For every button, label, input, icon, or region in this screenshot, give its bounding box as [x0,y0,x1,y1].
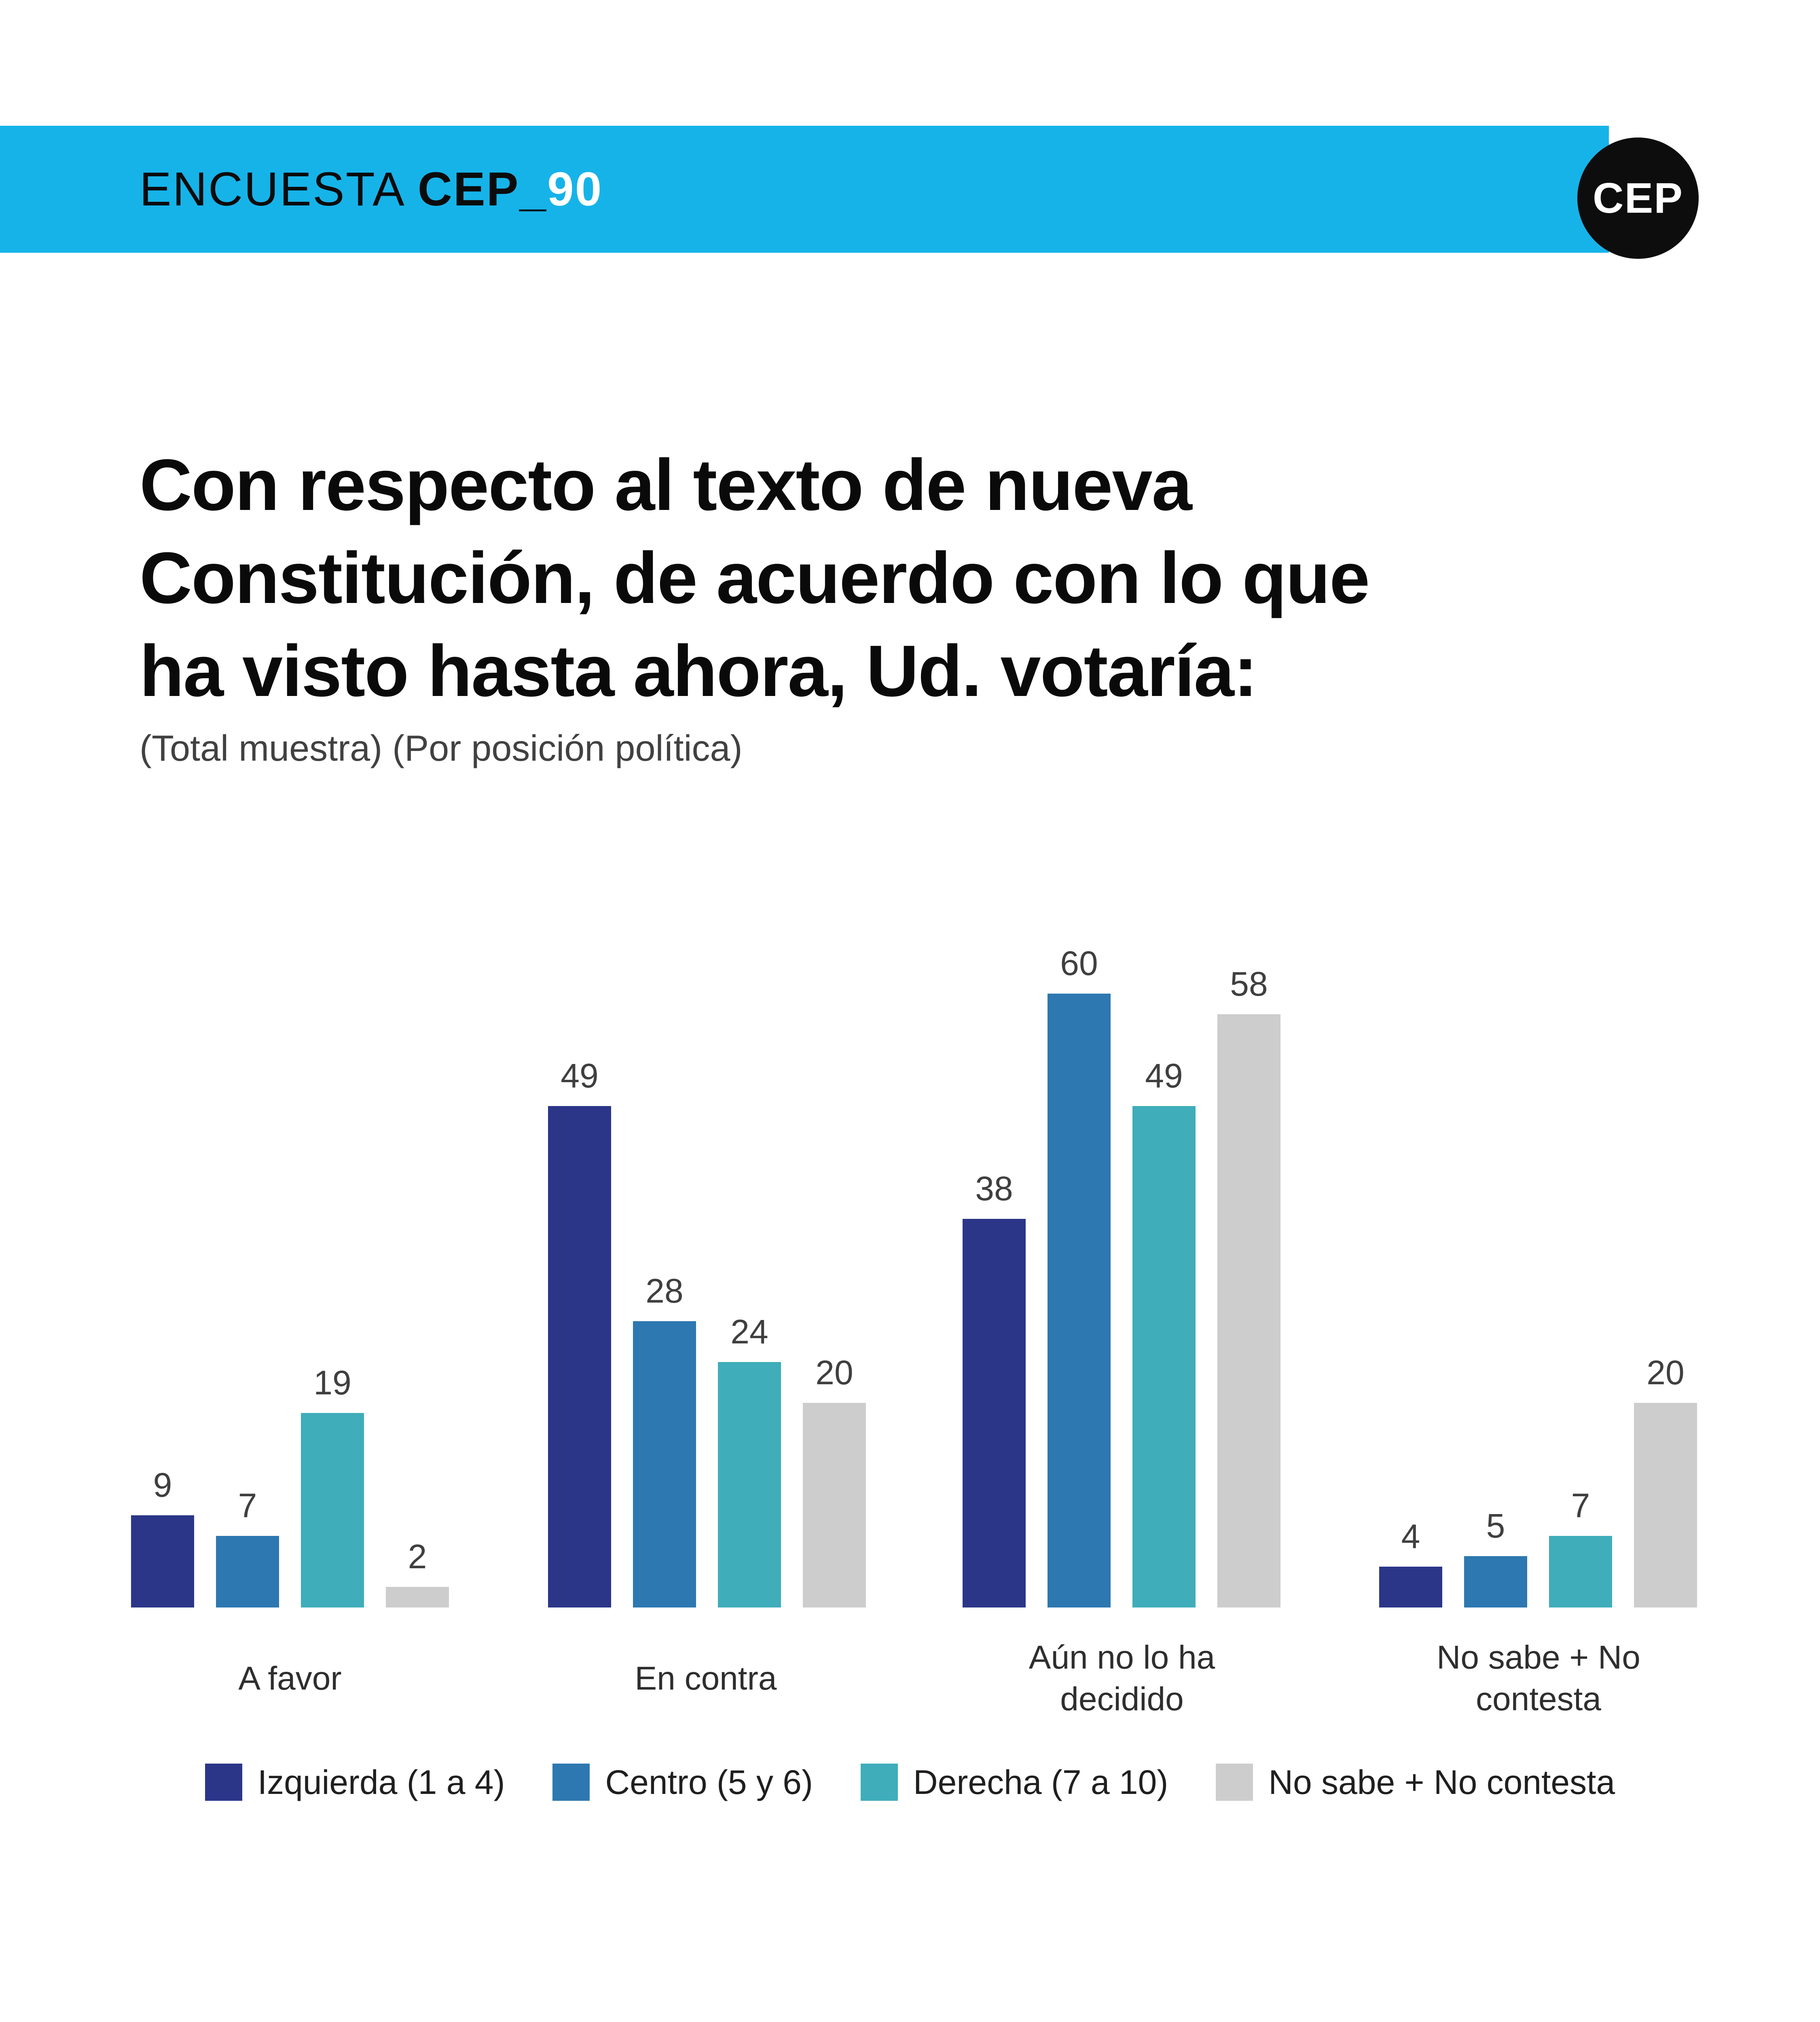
bar [386,1587,449,1607]
legend-label: Derecha (7 a 10) [913,1763,1168,1801]
bar-column: 60 [1048,944,1111,1607]
bar-value-label: 7 [238,1487,257,1525]
bar-column: 7 [1549,1486,1612,1607]
bar-column: 20 [803,1353,866,1607]
bar-column: 38 [963,1169,1026,1607]
bar-value-label: 4 [1401,1517,1420,1555]
bar-group: 9 7 19 2 [131,1363,449,1607]
bar-value-label: 19 [313,1364,351,1402]
legend-item: Izquierda (1 a 4) [205,1763,505,1802]
bar-value-label: 49 [1145,1057,1183,1095]
bar-column: 24 [718,1312,781,1607]
legend: Izquierda (1 a 4) Centro (5 y 6) Derecha (… [0,1760,1820,1804]
bar-column: 2 [386,1537,449,1607]
bar-value-label: 5 [1486,1507,1505,1545]
legend-label: No sabe + No contesta [1268,1763,1615,1801]
bar [216,1536,279,1607]
legend-item: No sabe + No contesta [1216,1763,1615,1802]
bar [1132,1106,1196,1607]
brand-text: ENCUESTA CEP_90 [140,162,603,217]
legend-label: Izquierda (1 a 4) [257,1763,505,1801]
bar-value-label: 58 [1230,965,1268,1003]
brand-light: ENCUESTA [140,163,406,216]
bar-column: 58 [1217,964,1280,1607]
cep-logo: CEP [1577,137,1699,259]
bar-column: 4 [1379,1517,1442,1607]
legend-label: Centro (5 y 6) [605,1763,813,1801]
bar-column: 28 [633,1271,696,1607]
category-label: En contra [635,1660,777,1697]
brand-number: 90 [547,163,603,216]
bar-group: 4 5 7 20 [1379,1353,1697,1607]
bar-value-label: 49 [561,1057,599,1095]
category-label: Aún no lo ha decidido [1029,1639,1215,1717]
bar-group: 38 60 49 58 [963,944,1280,1607]
bar-group: 49 28 24 20 [548,1056,866,1607]
bar-column: 7 [216,1486,279,1607]
bar [1048,994,1111,1607]
bar-value-label: 28 [645,1272,684,1310]
bar-value-label: 20 [815,1354,853,1392]
bar-column: 49 [548,1056,611,1607]
legend-swatch [205,1764,242,1801]
brand-bold: CEP_ [417,163,548,216]
legend-swatch [861,1764,898,1801]
page-subtitle: (Total muestra) (Por posición política) [140,728,743,769]
bar-column: 9 [131,1466,194,1607]
bar-column: 49 [1132,1056,1196,1607]
page-title-line-3: ha visto hasta ahora, Ud. votaría: [140,630,1258,712]
page-title-line-1: Con respecto al texto de nueva [140,444,1192,526]
plot-area: 9 7 19 2 49 28 24 20 38 60 49 58 4 5 7 20 [0,922,1820,1607]
bar [718,1362,781,1607]
bar [1549,1536,1612,1607]
bar [963,1219,1026,1607]
cep-logo-text: CEP [1593,174,1683,222]
bar-value-label: 20 [1646,1354,1685,1392]
bar-value-label: 7 [1571,1487,1590,1525]
bar [1634,1403,1697,1607]
bar-value-label: 24 [730,1313,768,1351]
legend-item: Derecha (7 a 10) [861,1763,1168,1802]
category-label: A favor [238,1660,342,1697]
bar [301,1413,364,1607]
legend-item: Centro (5 y 6) [552,1763,813,1802]
bar-value-label: 38 [975,1170,1013,1208]
bar [803,1403,866,1607]
page-title-line-2: Constitución, de acuerdo con lo que [140,537,1370,619]
bar-value-label: 2 [408,1538,427,1576]
legend-swatch [1216,1764,1253,1801]
bar-value-label: 60 [1060,944,1098,982]
legend-swatch [552,1764,590,1801]
bar-column: 20 [1634,1353,1697,1607]
bar [548,1106,611,1607]
bar [131,1515,194,1607]
bar [1379,1567,1442,1607]
category-label: No sabe + No contesta [1437,1639,1640,1717]
page-title: Con respecto al texto de nueva Constituc… [140,439,1370,718]
bar [633,1321,696,1607]
bar [1464,1556,1527,1607]
bar-column: 19 [301,1363,364,1607]
bar [1217,1014,1280,1607]
bar-column: 5 [1464,1506,1527,1607]
bar-value-label: 9 [153,1466,172,1504]
header-bar: ENCUESTA CEP_90 [0,126,1609,253]
